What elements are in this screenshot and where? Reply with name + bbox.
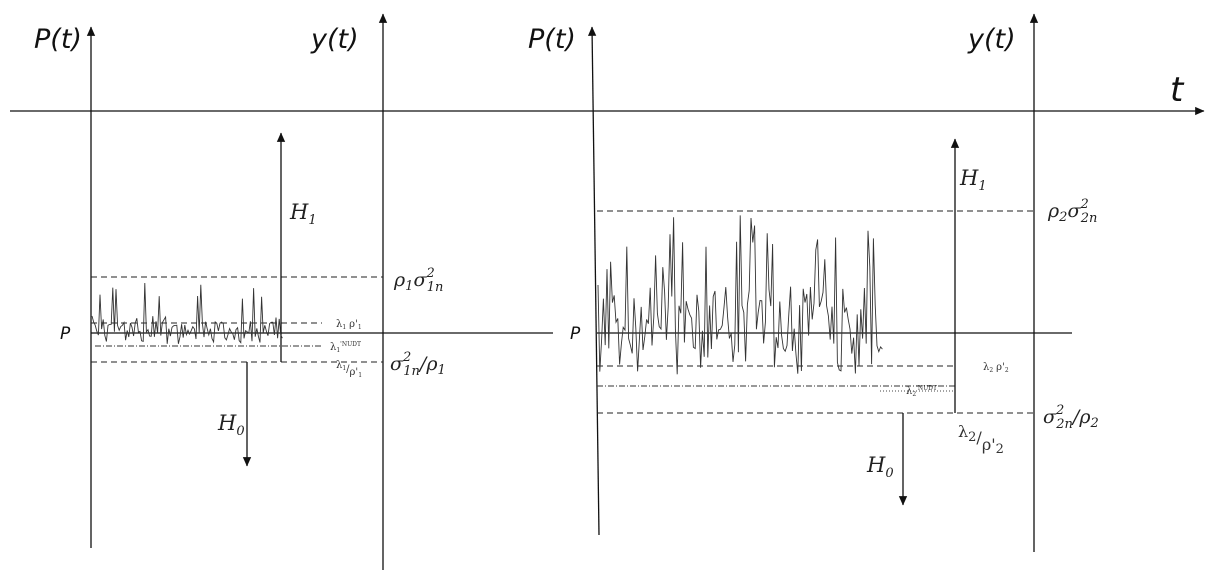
left-noise-signal: [91, 282, 283, 344]
left-lambda-nudt-label: λ1'NUDT: [330, 341, 361, 354]
right-upper-threshold-label: ρ2σ2 2n: [1047, 197, 1097, 226]
left-p-level-label: P: [60, 324, 71, 344]
time-axis-label: t: [1170, 70, 1185, 110]
left-h1-label: H1: [289, 200, 317, 228]
right-h0-label: H0: [866, 453, 894, 481]
right-lambda-rho-label: λ2 ρ'2: [983, 362, 1009, 374]
left-lower-threshold-label: σ2 1n/ρ1: [390, 350, 446, 379]
right-panel: P H1 H0 ρ2σ2 2n σ2 2n/ρ2 λ2 ρ'2 λ2'NUDT λ2/…: [570, 138, 1099, 506]
right-lower-threshold-label: σ2 2n/ρ2: [1043, 403, 1099, 432]
right-power-axis: [587, 26, 600, 536]
right-output-axis-label: y(t): [967, 24, 1016, 55]
right-power-axis-label: P(t): [528, 24, 576, 55]
left-output-axis-label: y(t): [310, 24, 359, 55]
left-upper-threshold-label: ρ1σ2 1n: [393, 266, 443, 295]
left-power-axis-label: P(t): [34, 24, 82, 55]
right-p-level-label: P: [570, 324, 581, 344]
left-lambda-rho-label: λ1 ρ'1: [336, 319, 362, 331]
left-h0-label: H0: [217, 411, 245, 439]
right-lambda-nudt-label: λ2'NUDT: [906, 385, 937, 398]
right-lambda-over-rho-label: λ2/ρ'2: [958, 422, 1004, 457]
left-panel: P H1 H0 ρ1σ2 1n σ2 1n/ρ1 λ1 ρ'1 λ1'NUDT λ1/…: [60, 132, 553, 467]
right-noise-signal: [597, 215, 883, 375]
right-h1-label: H1: [959, 166, 987, 194]
left-lambda-over-rho-label: λ1/ρ'1: [336, 360, 362, 379]
